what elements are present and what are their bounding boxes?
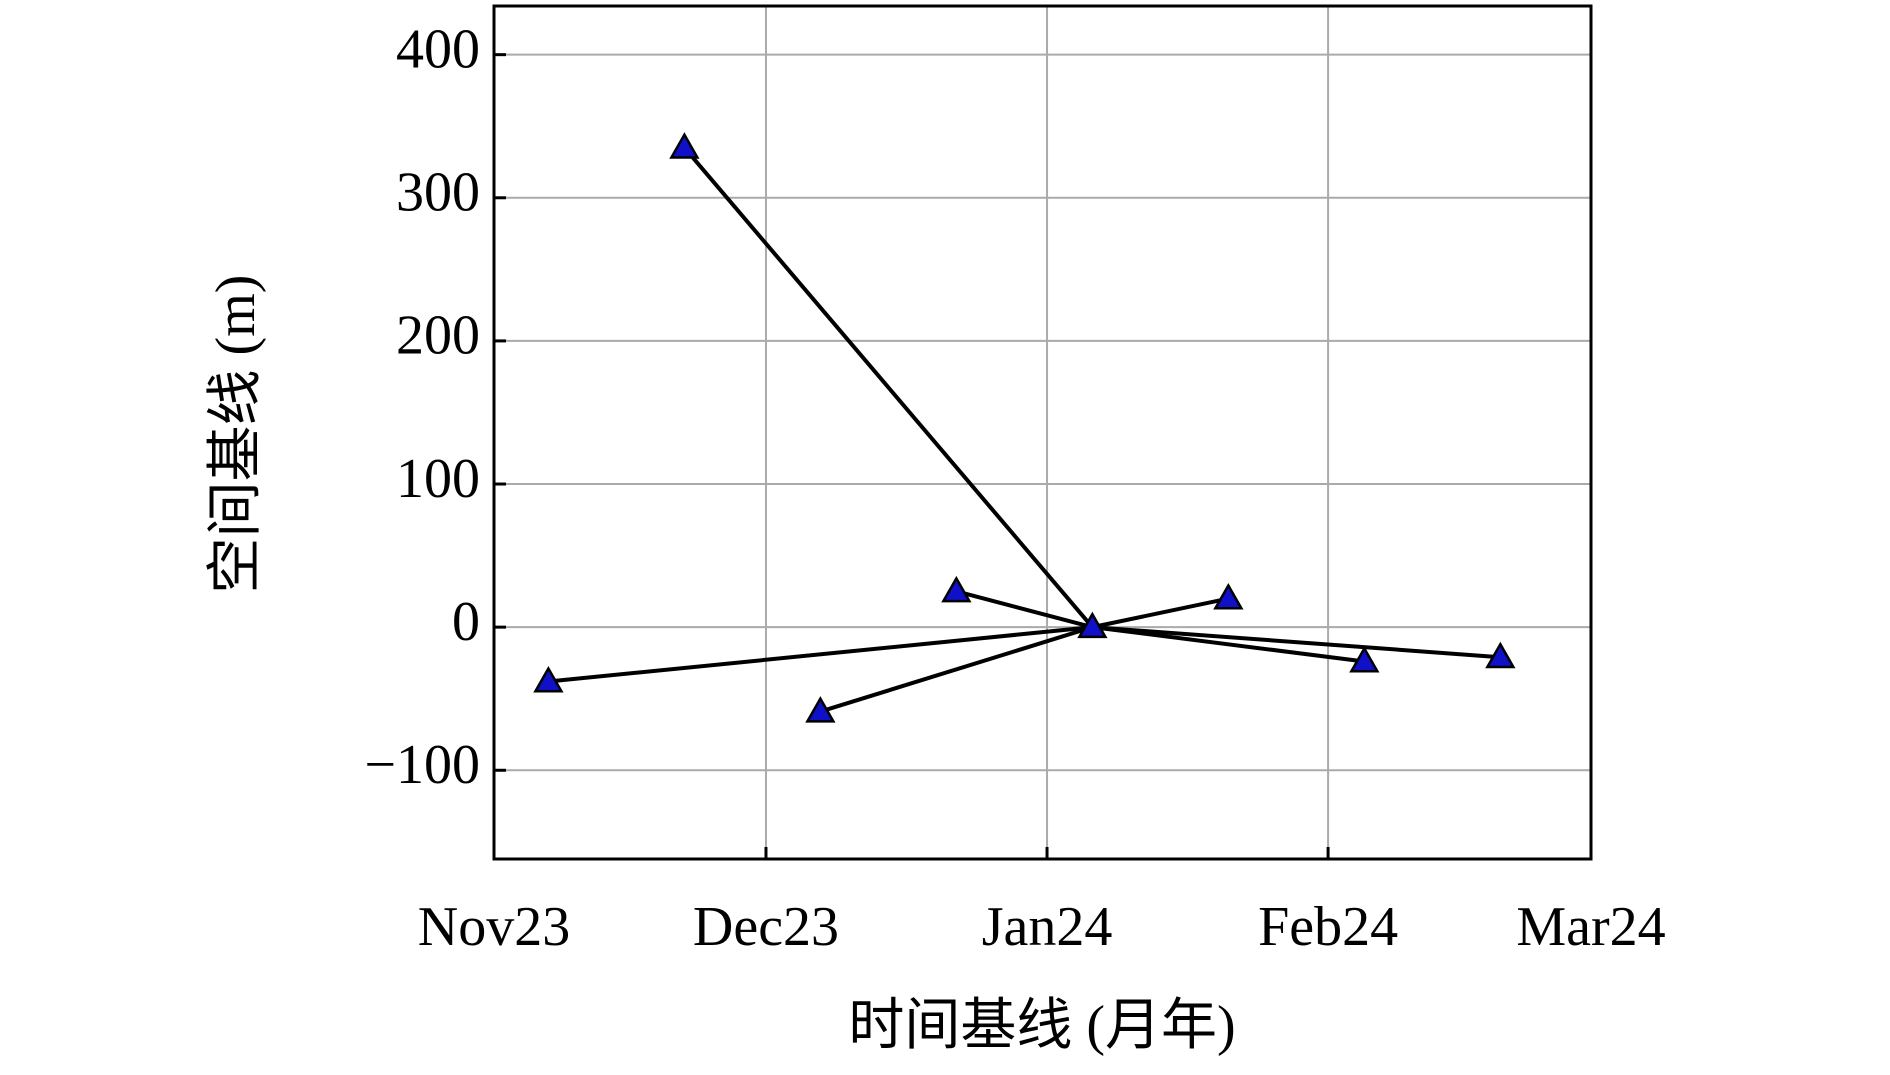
baseline-link xyxy=(548,625,1093,684)
y-tick-label: 400 xyxy=(396,19,480,81)
baseline-link xyxy=(1092,625,1501,660)
y-tick-label: −100 xyxy=(364,734,480,796)
point xyxy=(533,666,564,693)
point xyxy=(805,696,836,723)
x-tick-label: Dec23 xyxy=(693,896,839,958)
x-tick-label: Feb24 xyxy=(1258,896,1398,958)
y-tick-label: 300 xyxy=(396,162,480,224)
point xyxy=(1213,583,1244,610)
x-tick-label: Jan24 xyxy=(982,896,1113,958)
y-axis-title: 空间基线 (m) xyxy=(205,275,267,594)
point xyxy=(1349,645,1380,673)
baseline-link xyxy=(819,625,1093,714)
baseline-link xyxy=(1092,625,1365,664)
y-tick-label: 0 xyxy=(452,591,480,653)
point xyxy=(941,575,972,603)
point xyxy=(1077,611,1108,639)
baseline-link xyxy=(955,589,1093,630)
y-tick-label: 100 xyxy=(396,448,480,510)
point xyxy=(669,132,700,159)
baseline-link xyxy=(1091,596,1229,630)
plot-frame xyxy=(492,4,1593,861)
x-axis-title: 时间基线 (月年) xyxy=(848,995,1235,1057)
point xyxy=(1485,641,1516,669)
baseline-link xyxy=(682,146,1094,629)
x-tick-label: Mar24 xyxy=(1516,896,1665,958)
x-tick-label: Nov23 xyxy=(418,896,570,958)
y-tick-label: 200 xyxy=(396,305,480,367)
